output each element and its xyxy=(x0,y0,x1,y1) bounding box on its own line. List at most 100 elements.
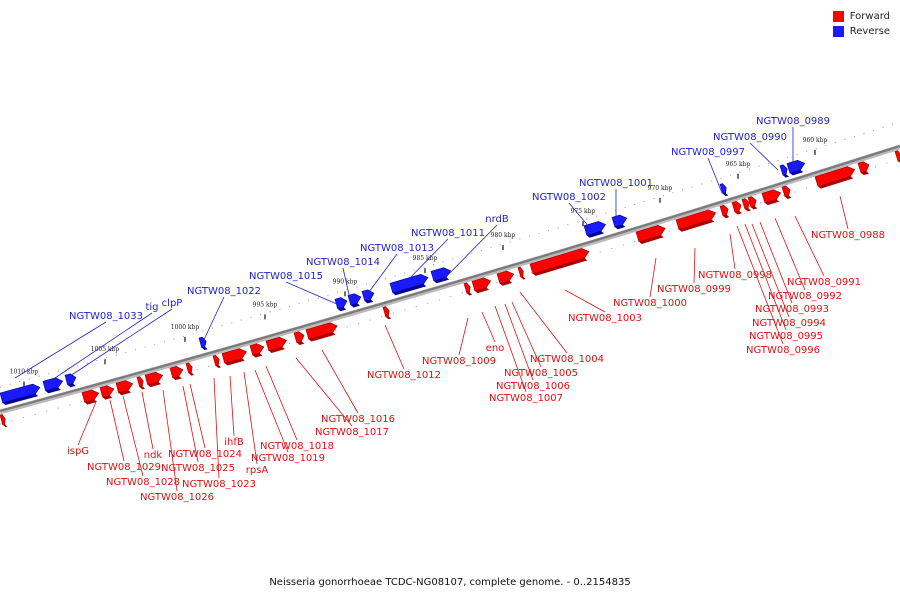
forward-gene-arrow xyxy=(463,282,473,296)
forward-gene-arrow xyxy=(761,189,782,206)
tick-label: 970 kbp xyxy=(648,185,673,192)
gene-shadow xyxy=(45,387,61,394)
genome-caption: Neisseria gonorrhoeae TCDC-NG08107, comp… xyxy=(269,577,631,588)
gene-label: NGTW08_1004 xyxy=(530,354,604,365)
gene-shadow xyxy=(722,214,730,219)
gene-label: NGTW08_1023 xyxy=(182,479,256,490)
leader-line xyxy=(744,223,787,331)
leader-line xyxy=(14,321,107,379)
gene-label: NGTW08_1019 xyxy=(251,453,325,464)
leader-line xyxy=(839,195,849,230)
reverse-gene-arrow xyxy=(347,293,362,308)
leader-line xyxy=(162,389,178,492)
forward-gene-arrow xyxy=(814,166,856,189)
forward-gene-arrow xyxy=(471,277,492,294)
gene-body xyxy=(64,373,77,386)
gene-shadow xyxy=(224,358,245,366)
forward-gene-arrow xyxy=(185,362,195,376)
forward-gene-arrow xyxy=(635,225,666,244)
leader-line xyxy=(759,221,793,304)
leader-line xyxy=(649,257,657,298)
forward-gene-arrow xyxy=(857,161,870,176)
gene-body xyxy=(496,270,515,284)
gene-body xyxy=(115,380,134,394)
legend-label-reverse: Reverse xyxy=(849,26,890,37)
gene-label: eno xyxy=(486,343,505,354)
gene-shadow xyxy=(268,346,285,354)
tick-label: 1000 kbp xyxy=(171,324,200,331)
gene-shadow xyxy=(364,299,374,304)
forward-gene-arrow xyxy=(212,354,222,369)
gene-body xyxy=(265,336,288,352)
forward-gene-arrow xyxy=(144,371,164,388)
gene-body xyxy=(293,331,305,344)
gene-label: NGTW08_1017 xyxy=(315,427,389,438)
gene-shadow xyxy=(520,276,526,280)
gene-label: NGTW08_1016 xyxy=(321,414,395,425)
gene-body xyxy=(81,389,100,403)
gene-label: NGTW08_1014 xyxy=(306,257,380,268)
gene-label: rpsA xyxy=(246,465,269,476)
leader-line xyxy=(774,217,806,291)
leader-line xyxy=(511,301,542,368)
forward-gene-arrow xyxy=(496,270,515,286)
gene-label: NGTW08_1001 xyxy=(579,178,653,189)
leader-line xyxy=(564,289,606,313)
gene-shadow xyxy=(2,393,39,406)
tick-label: 1005 kbp xyxy=(91,346,120,353)
gene-label: NGTW08_1015 xyxy=(249,271,323,282)
leader-line xyxy=(285,281,340,306)
forward-swatch xyxy=(832,11,844,22)
legend-item-reverse: Reverse xyxy=(832,24,890,39)
leader-line xyxy=(365,253,398,297)
gene-body xyxy=(249,343,265,356)
leader-line xyxy=(122,395,144,477)
leader-line xyxy=(729,233,736,270)
reverse-gene-arrow xyxy=(64,373,77,388)
gene-body xyxy=(747,196,757,208)
gene-body xyxy=(779,164,788,176)
forward-gene-arrow xyxy=(894,150,900,164)
leader-line xyxy=(693,247,696,284)
gene-body xyxy=(463,282,471,294)
gene-label: NGTW08_1012 xyxy=(367,370,441,381)
forward-gene-arrow xyxy=(382,306,392,320)
gene-label: NGTW08_1011 xyxy=(411,228,485,239)
reverse-gene-arrow xyxy=(786,159,806,176)
gene-label: NGTW08_1000 xyxy=(613,298,687,309)
gene-label: NGTW08_1033 xyxy=(69,311,143,322)
gene-label: NGTW08_1006 xyxy=(496,381,570,392)
gene-body xyxy=(361,289,375,302)
gene-body xyxy=(0,383,41,404)
gene-shadow xyxy=(252,353,263,358)
leader-line xyxy=(384,324,405,370)
leader-line xyxy=(213,377,220,479)
gene-shadow xyxy=(147,381,162,388)
gene-shadow xyxy=(614,224,626,230)
leader-line xyxy=(229,375,235,437)
gene-label: NGTW08_1028 xyxy=(106,477,180,488)
leader-line xyxy=(77,401,97,446)
gene-shadow xyxy=(84,399,98,405)
gene-label: NGTW08_0991 xyxy=(787,277,861,288)
gene-body xyxy=(719,204,729,217)
leader-line xyxy=(481,311,496,343)
gene-body xyxy=(0,414,6,426)
leader-line xyxy=(321,349,359,414)
leader-line xyxy=(403,238,449,285)
leader-line xyxy=(736,225,784,345)
gene-label: NGTW08_1025 xyxy=(161,463,235,474)
leader-line xyxy=(749,142,779,171)
gene-shadow xyxy=(782,174,789,178)
gene-label: NGTW08_0988 xyxy=(811,230,885,241)
gene-shadow xyxy=(898,160,900,164)
gene-label: tig xyxy=(145,302,158,313)
gene-shadow xyxy=(433,277,450,284)
leader-line xyxy=(707,157,723,194)
gene-body xyxy=(185,362,193,374)
reverse-gene-arrow xyxy=(611,214,628,230)
gene-shadow xyxy=(789,169,804,176)
gene-body xyxy=(389,274,429,294)
gene-label: NGTW08_0990 xyxy=(713,132,787,143)
gene-label: NGTW08_0993 xyxy=(755,304,829,315)
